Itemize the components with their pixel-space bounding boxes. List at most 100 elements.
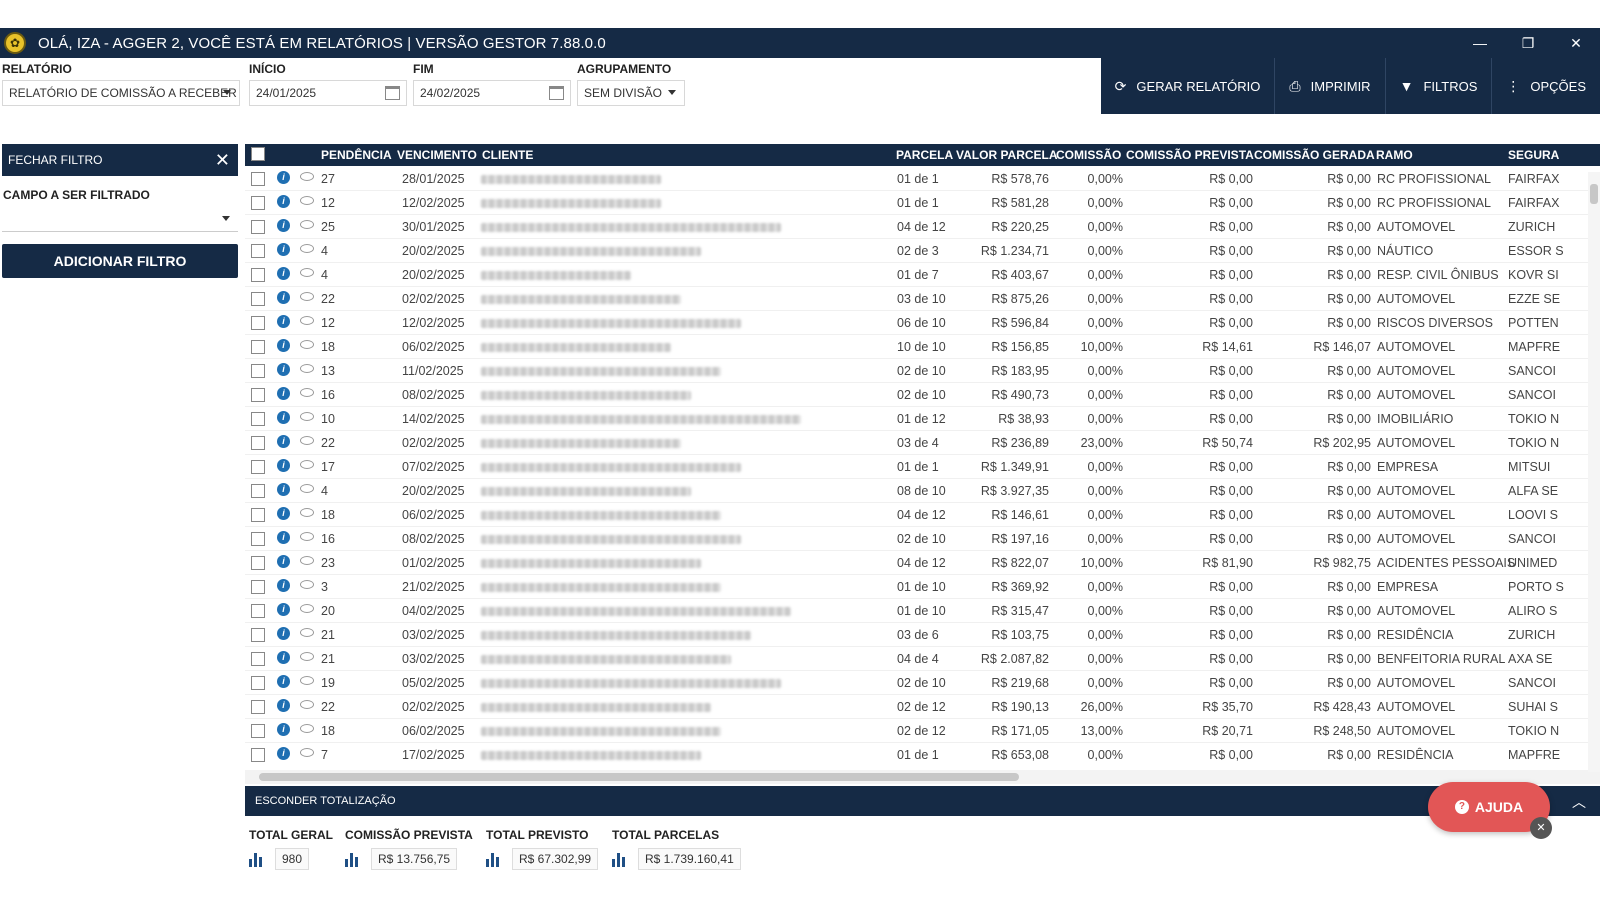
view-icon[interactable] bbox=[300, 412, 314, 421]
vertical-scrollbar[interactable] bbox=[1588, 172, 1600, 772]
col-pendencia[interactable]: PENDÊNCIA bbox=[321, 148, 392, 162]
scrollbar-thumb[interactable] bbox=[1590, 184, 1598, 204]
info-icon[interactable]: i bbox=[277, 219, 290, 232]
info-icon[interactable]: i bbox=[277, 627, 290, 640]
view-icon[interactable] bbox=[300, 436, 314, 445]
table-row[interactable]: i 13 11/02/2025 02 de 10 R$ 183,95 0,00% R$ 0,… bbox=[245, 359, 1600, 383]
table-row[interactable]: i 22 02/02/2025 03 de 10 R$ 875,26 0,00% R$ 0,… bbox=[245, 287, 1600, 311]
row-checkbox[interactable] bbox=[251, 532, 265, 546]
info-icon[interactable]: i bbox=[277, 339, 290, 352]
calendar-icon[interactable] bbox=[385, 86, 400, 100]
calendar-icon[interactable] bbox=[549, 86, 564, 100]
info-icon[interactable]: i bbox=[277, 531, 290, 544]
table-row[interactable]: i 27 28/01/2025 01 de 1 R$ 578,76 0,00% R$ 0,0… bbox=[245, 167, 1600, 191]
row-checkbox[interactable] bbox=[251, 364, 265, 378]
info-icon[interactable]: i bbox=[277, 267, 290, 280]
view-icon[interactable] bbox=[300, 604, 314, 613]
col-ramo[interactable]: RAMO bbox=[1376, 148, 1413, 162]
table-row[interactable]: i 4 20/02/2025 01 de 7 R$ 403,67 0,00% R$ 0,00… bbox=[245, 263, 1600, 287]
table-row[interactable]: i 21 03/02/2025 04 de 4 R$ 2.087,82 0,00% R$ 0… bbox=[245, 647, 1600, 671]
view-icon[interactable] bbox=[300, 196, 314, 205]
view-icon[interactable] bbox=[300, 700, 314, 709]
info-icon[interactable]: i bbox=[277, 651, 290, 664]
row-checkbox[interactable] bbox=[251, 388, 265, 402]
view-icon[interactable] bbox=[300, 748, 314, 757]
relatorio-select[interactable]: RELATÓRIO DE COMISSÃO A RECEBER bbox=[2, 80, 240, 106]
table-row[interactable]: i 17 07/02/2025 01 de 1 R$ 1.349,91 0,00% R$ 0… bbox=[245, 455, 1600, 479]
table-row[interactable]: i 19 05/02/2025 02 de 10 R$ 219,68 0,00% R$ 0,… bbox=[245, 671, 1600, 695]
view-icon[interactable] bbox=[300, 484, 314, 493]
col-parcela[interactable]: PARCELA bbox=[896, 148, 954, 162]
row-checkbox[interactable] bbox=[251, 556, 265, 570]
info-icon[interactable]: i bbox=[277, 723, 290, 736]
view-icon[interactable] bbox=[300, 556, 314, 565]
col-comissao-gerada[interactable]: COMISSÃO GERADA bbox=[1254, 148, 1375, 162]
row-checkbox[interactable] bbox=[251, 628, 265, 642]
view-icon[interactable] bbox=[300, 172, 314, 181]
field-to-filter-select[interactable] bbox=[2, 206, 238, 232]
table-row[interactable]: i 22 02/02/2025 02 de 12 R$ 190,13 26,00% R$ 3… bbox=[245, 695, 1600, 719]
generate-report-button[interactable]: ⟳ GERAR RELATÓRIO bbox=[1101, 58, 1276, 114]
row-checkbox[interactable] bbox=[251, 340, 265, 354]
table-row[interactable]: i 12 12/02/2025 01 de 1 R$ 581,28 0,00% R$ 0,0… bbox=[245, 191, 1600, 215]
table-row[interactable]: i 18 06/02/2025 04 de 12 R$ 146,61 0,00% R$ 0,… bbox=[245, 503, 1600, 527]
col-valor-parcela[interactable]: VALOR PARCELA bbox=[956, 148, 1058, 162]
row-checkbox[interactable] bbox=[251, 676, 265, 690]
col-vencimento[interactable]: VENCIMENTO bbox=[397, 148, 477, 162]
info-icon[interactable]: i bbox=[277, 603, 290, 616]
view-icon[interactable] bbox=[300, 244, 314, 253]
col-cliente[interactable]: CLIENTE bbox=[482, 148, 534, 162]
info-icon[interactable]: i bbox=[277, 555, 290, 568]
table-row[interactable]: i 4 20/02/2025 02 de 3 R$ 1.234,71 0,00% R$ 0,… bbox=[245, 239, 1600, 263]
chevron-up-icon[interactable]: ︿ bbox=[1572, 794, 1586, 810]
view-icon[interactable] bbox=[300, 316, 314, 325]
info-icon[interactable]: i bbox=[277, 507, 290, 520]
view-icon[interactable] bbox=[300, 460, 314, 469]
info-icon[interactable]: i bbox=[277, 435, 290, 448]
col-seguradora[interactable]: SEGURA bbox=[1508, 148, 1560, 162]
info-icon[interactable]: i bbox=[277, 315, 290, 328]
maximize-button[interactable]: ❐ bbox=[1521, 34, 1535, 51]
table-row[interactable]: i 18 06/02/2025 10 de 10 R$ 156,85 10,00% R$ 1… bbox=[245, 335, 1600, 359]
row-checkbox[interactable] bbox=[251, 724, 265, 738]
row-checkbox[interactable] bbox=[251, 652, 265, 666]
info-icon[interactable]: i bbox=[277, 699, 290, 712]
info-icon[interactable]: i bbox=[277, 483, 290, 496]
view-icon[interactable] bbox=[300, 268, 314, 277]
table-row[interactable]: i 10 14/02/2025 01 de 12 R$ 38,93 0,00% R$ 0,0… bbox=[245, 407, 1600, 431]
row-checkbox[interactable] bbox=[251, 412, 265, 426]
row-checkbox[interactable] bbox=[251, 604, 265, 618]
table-row[interactable]: i 22 02/02/2025 03 de 4 R$ 236,89 23,00% R$ 50… bbox=[245, 431, 1600, 455]
close-filter-button[interactable]: FECHAR FILTRO ✕ bbox=[2, 144, 238, 176]
row-checkbox[interactable] bbox=[251, 508, 265, 522]
inicio-date-input[interactable]: 24/01/2025 bbox=[249, 80, 407, 106]
info-icon[interactable]: i bbox=[277, 363, 290, 376]
agrupamento-select[interactable]: SEM DIVISÃO bbox=[577, 80, 685, 106]
horizontal-scrollbar[interactable] bbox=[245, 770, 1600, 784]
hide-totals-toggle[interactable]: ESCONDER TOTALIZAÇÃO ︿ bbox=[245, 786, 1600, 816]
minimize-button[interactable]: — bbox=[1473, 35, 1487, 51]
row-checkbox[interactable] bbox=[251, 484, 265, 498]
row-checkbox[interactable] bbox=[251, 268, 265, 282]
options-button[interactable]: ⋮ OPÇÕES bbox=[1492, 58, 1600, 114]
info-icon[interactable]: i bbox=[277, 171, 290, 184]
info-icon[interactable]: i bbox=[277, 579, 290, 592]
help-close-button[interactable]: ✕ bbox=[1530, 817, 1552, 839]
row-checkbox[interactable] bbox=[251, 292, 265, 306]
table-row[interactable]: i 3 21/02/2025 01 de 10 R$ 369,92 0,00% R$ 0,0… bbox=[245, 575, 1600, 599]
filters-button[interactable]: ▼ FILTROS bbox=[1386, 58, 1493, 114]
info-icon[interactable]: i bbox=[277, 195, 290, 208]
row-checkbox[interactable] bbox=[251, 196, 265, 210]
info-icon[interactable]: i bbox=[277, 411, 290, 424]
table-row[interactable]: i 12 12/02/2025 06 de 10 R$ 596,84 0,00% R$ 0,… bbox=[245, 311, 1600, 335]
table-row[interactable]: i 25 30/01/2025 04 de 12 R$ 220,25 0,00% R$ 0,… bbox=[245, 215, 1600, 239]
row-checkbox[interactable] bbox=[251, 700, 265, 714]
info-icon[interactable]: i bbox=[277, 291, 290, 304]
view-icon[interactable] bbox=[300, 724, 314, 733]
close-icon[interactable]: ✕ bbox=[214, 150, 230, 170]
help-button[interactable]: ? AJUDA bbox=[1428, 782, 1550, 832]
info-icon[interactable]: i bbox=[277, 747, 290, 760]
view-icon[interactable] bbox=[300, 580, 314, 589]
view-icon[interactable] bbox=[300, 340, 314, 349]
print-button[interactable]: ⎙ IMPRIMIR bbox=[1275, 58, 1386, 114]
